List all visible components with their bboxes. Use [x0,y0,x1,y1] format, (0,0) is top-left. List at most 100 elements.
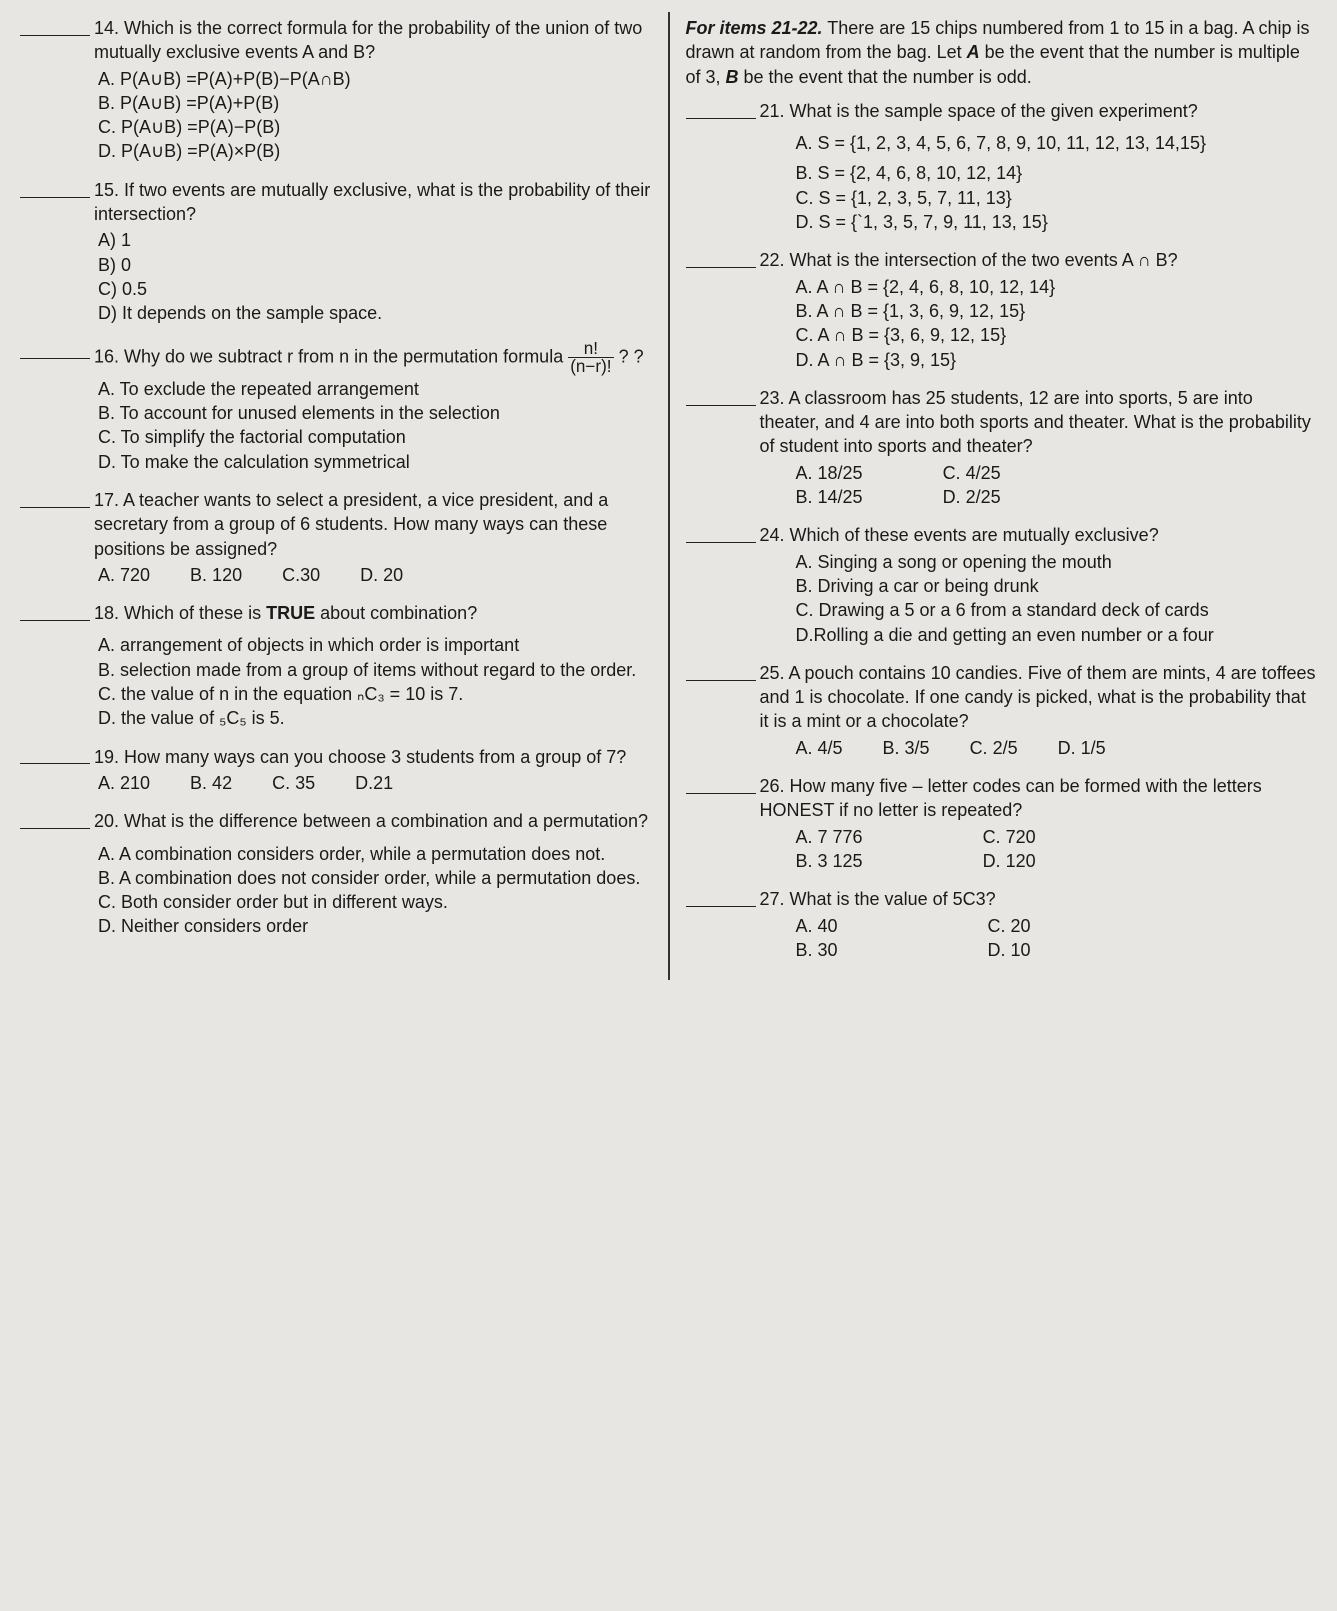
question-text: 24. Which of these events are mutually e… [760,523,1318,547]
instr-event-a: A [967,42,980,62]
choice-c: C. To simplify the factorial computation [98,425,652,449]
choice-a: A. 40 [796,914,838,938]
choice-c: C. 4/25 [943,461,1001,485]
question-21: 21. What is the sample space of the give… [686,99,1318,234]
column-divider [668,12,670,980]
choice-c: C. Both consider order but in different … [98,890,652,914]
question-text: 18. Which of these is TRUE about combina… [94,601,652,625]
instr-head: For items 21-22. [686,18,823,38]
q16-text-pre: 16. Why do we subtract r from n in the p… [94,346,563,366]
question-14: 14. Which is the correct formula for the… [20,16,652,164]
choice-d: D) It depends on the sample space. [98,301,652,325]
q16-text-post: ? ? [619,346,644,366]
answer-blank[interactable] [686,523,756,543]
choice-c: C. 2/5 [970,736,1018,760]
choice-a: A. 210 [98,771,150,795]
choice-a: A) 1 [98,228,652,252]
answer-blank[interactable] [20,601,90,621]
question-text: 22. What is the intersection of the two … [760,248,1318,272]
choice-c: C.30 [282,563,320,587]
question-18: 18. Which of these is TRUE about combina… [20,601,652,730]
answer-blank[interactable] [20,809,90,829]
choice-d: D.Rolling a die and getting an even numb… [796,623,1318,647]
answer-blank[interactable] [686,774,756,794]
choice-d: D. 10 [988,938,1031,962]
question-text: 27. What is the value of 5C3? [760,887,1318,911]
choice-b: B. 14/25 [796,485,863,509]
choice-c: C) 0.5 [98,277,652,301]
question-27: 27. What is the value of 5C3? A. 40 C. 2… [686,887,1318,962]
choice-a: A. arrangement of objects in which order… [98,633,652,657]
answer-blank[interactable] [20,488,90,508]
question-20: 20. What is the difference between a com… [20,809,652,938]
choice-d: D. P(A∪B) =P(A)×P(B) [98,139,652,163]
question-25: 25. A pouch contains 10 candies. Five of… [686,661,1318,760]
question-26: 26. How many five – letter codes can be … [686,774,1318,873]
choice-b: B. 30 [796,938,838,962]
answer-blank[interactable] [686,661,756,681]
choice-b: B. A ∩ B = {1, 3, 6, 9, 12, 15} [796,299,1318,323]
answer-blank[interactable] [686,386,756,406]
question-text: 20. What is the difference between a com… [94,809,652,833]
q18-post: about combination? [315,603,477,623]
choice-b: B. Driving a car or being drunk [796,574,1318,598]
instructions-21-22: For items 21-22. There are 15 chips numb… [686,16,1318,89]
choice-b: B. To account for unused elements in the… [98,401,652,425]
question-23: 23. A classroom has 25 students, 12 are … [686,386,1318,509]
fraction-num: n! [568,340,613,358]
choice-d: D. 1/5 [1058,736,1106,760]
question-22: 22. What is the intersection of the two … [686,248,1318,371]
choice-d: D. 20 [360,563,403,587]
choice-b: B. P(A∪B) =P(A)+P(B) [98,91,652,115]
answer-blank[interactable] [20,745,90,765]
choice-a: A. P(A∪B) =P(A)+P(B)−P(A∩B) [98,67,652,91]
question-text: 17. A teacher wants to select a presiden… [94,488,652,561]
choice-a: A. 4/5 [796,736,843,760]
question-text: 16. Why do we subtract r from n in the p… [94,340,652,375]
choice-d: D. Neither considers order [98,914,652,938]
choice-d: D.21 [355,771,393,795]
question-text: 15. If two events are mutually exclusive… [94,178,652,227]
question-16: 16. Why do we subtract r from n in the p… [20,340,652,474]
choice-b: B. selection made from a group of items … [98,658,652,682]
choice-d: D. the value of ₅C₅ is 5. [98,706,652,730]
choice-d: D. 2/25 [943,485,1001,509]
left-column: 14. Which is the correct formula for the… [12,12,660,980]
choice-a: A. A ∩ B = {2, 4, 6, 8, 10, 12, 14} [796,275,1318,299]
instr-event-b: B [726,67,739,87]
fraction-den: (n−r)! [568,358,613,375]
answer-blank[interactable] [686,248,756,268]
instr-end: be the event that the number is odd. [739,67,1032,87]
choice-c: C. P(A∪B) =P(A)−P(B) [98,115,652,139]
q18-true: TRUE [266,603,315,623]
answer-blank[interactable] [20,178,90,198]
answer-blank[interactable] [20,340,90,360]
choice-b: B. A combination does not consider order… [98,866,652,890]
fraction: n! (n−r)! [568,340,613,375]
choice-c: C. 720 [983,825,1036,849]
choice-b: B. S = {2, 4, 6, 8, 10, 12, 14} [796,161,1318,185]
right-column: For items 21-22. There are 15 chips numb… [678,12,1326,980]
question-text: 19. How many ways can you choose 3 stude… [94,745,652,769]
choice-d: D. To make the calculation symmetrical [98,450,652,474]
question-text: 21. What is the sample space of the give… [760,99,1318,123]
choice-b: B. 3/5 [883,736,930,760]
worksheet-page: 14. Which is the correct formula for the… [12,12,1325,980]
answer-blank[interactable] [686,887,756,907]
question-17: 17. A teacher wants to select a presiden… [20,488,652,587]
choice-a: A. To exclude the repeated arrangement [98,377,652,401]
choice-c: C. A ∩ B = {3, 6, 9, 12, 15} [796,323,1318,347]
question-text: 25. A pouch contains 10 candies. Five of… [760,661,1318,734]
choice-a: A. A combination considers order, while … [98,842,652,866]
choice-c: C. S = {1, 2, 3, 5, 7, 11, 13} [796,186,1318,210]
choice-a: A. 18/25 [796,461,863,485]
choice-d: D. A ∩ B = {3, 9, 15} [796,348,1318,372]
answer-blank[interactable] [20,16,90,36]
question-15: 15. If two events are mutually exclusive… [20,178,652,326]
choice-b: B. 3 125 [796,849,863,873]
answer-blank[interactable] [686,99,756,119]
choice-a: A. 7 776 [796,825,863,849]
choice-a: A. 720 [98,563,150,587]
q18-pre: 18. Which of these is [94,603,266,623]
choice-d: D. S = {`1, 3, 5, 7, 9, 11, 13, 15} [796,210,1318,234]
